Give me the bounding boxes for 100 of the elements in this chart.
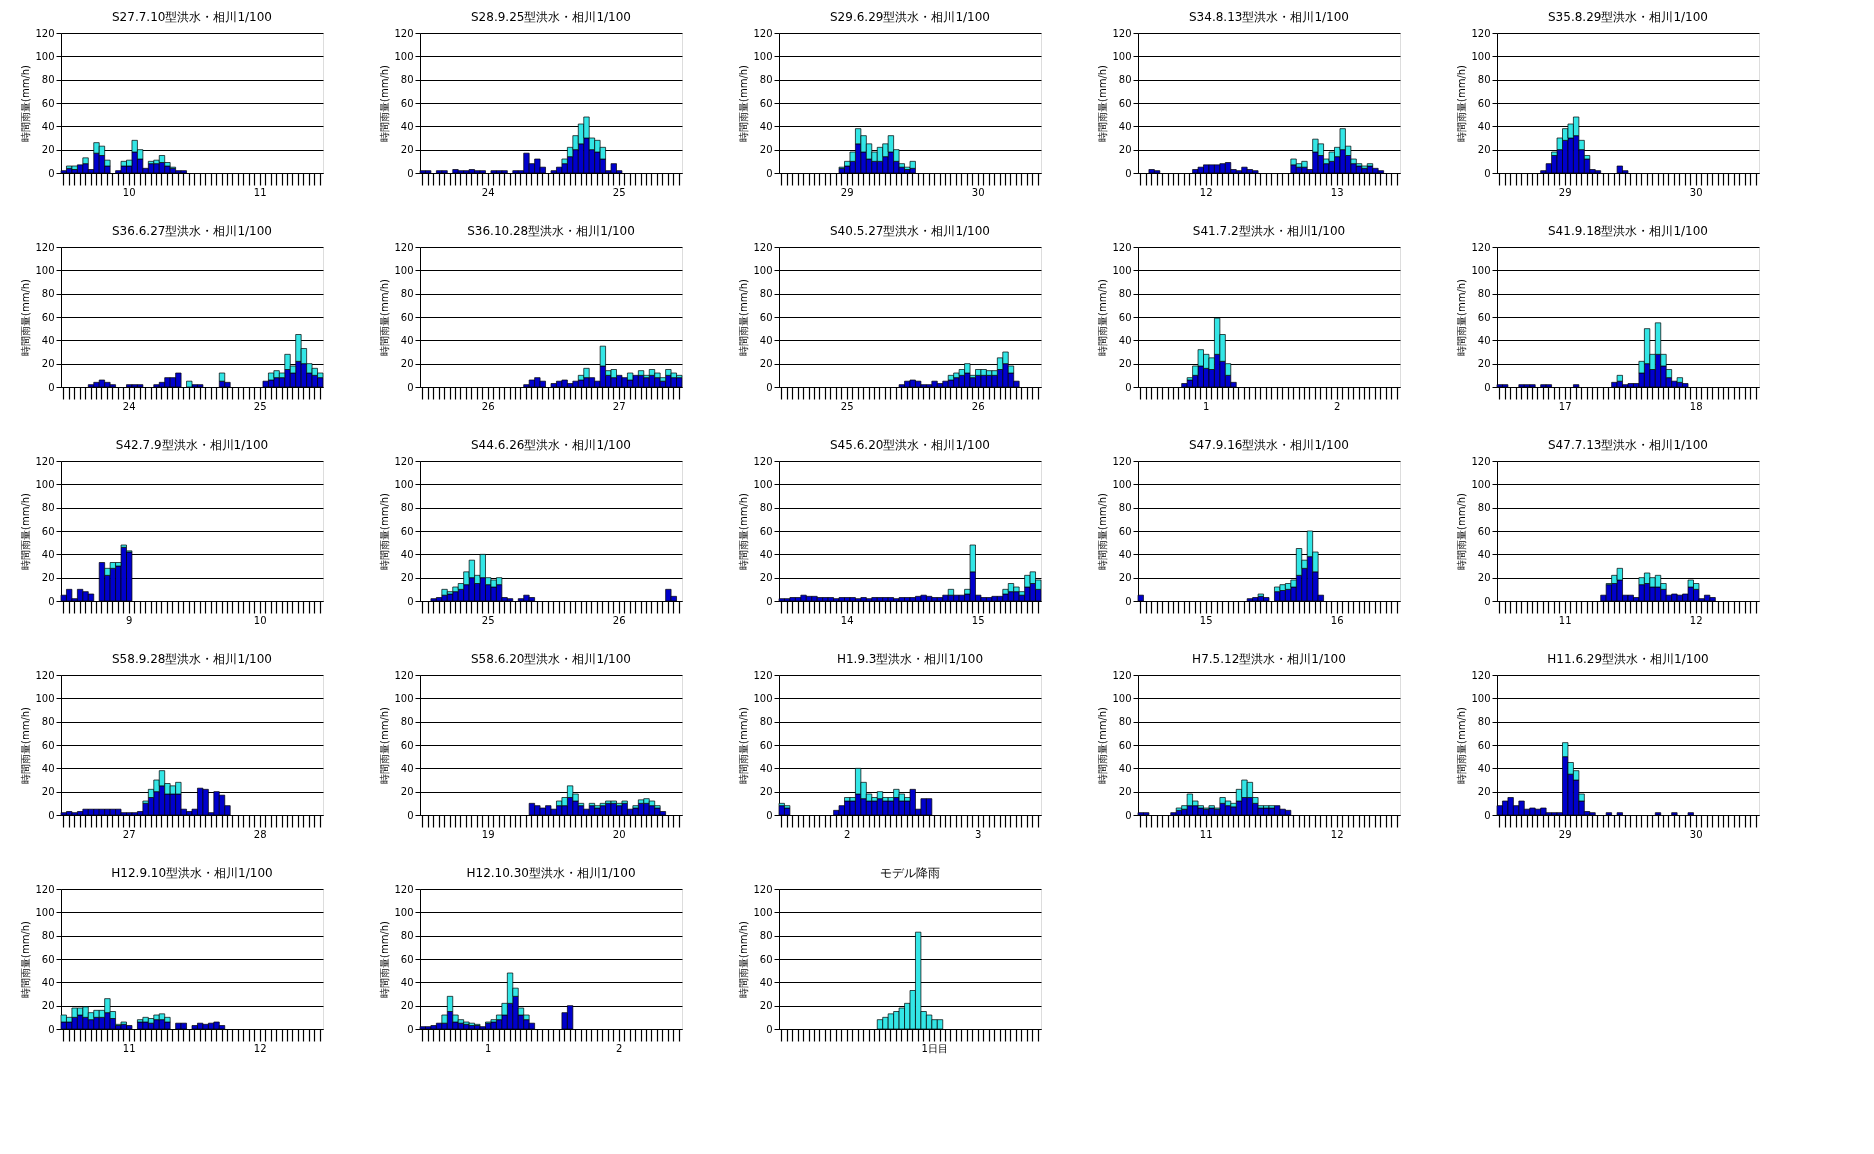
y-tick-label: 60 (1477, 739, 1491, 751)
x-tick-label: 1日目 (921, 1042, 948, 1054)
y-tick-label: 60 (759, 97, 773, 109)
x-tick-label: 12 (253, 1042, 267, 1054)
chart-title: S41.9.18型洪水・相川1/100 (1547, 224, 1709, 238)
y-tick-label: 60 (400, 97, 414, 109)
y-tick-label: 60 (1477, 525, 1491, 537)
chart-title: S29.6.29型洪水・相川1/100 (829, 10, 991, 24)
y-tick-label: 0 (48, 1023, 55, 1035)
y-tick-label: 120 (753, 883, 773, 895)
x-tick-label: 2 (844, 828, 851, 840)
y-tick-label: 80 (759, 716, 773, 728)
chart-title: S35.8.29型洪水・相川1/100 (1547, 10, 1709, 24)
chart-title: S47.9.16型洪水・相川1/100 (1188, 438, 1350, 452)
y-tick-label: 80 (1477, 74, 1491, 86)
x-tick-label: 29 (1558, 828, 1572, 840)
y-tick-label: 40 (41, 976, 55, 988)
y-tick-label: 100 (1112, 264, 1132, 276)
y-tick-label: 0 (766, 381, 773, 393)
y-tick-label: 100 (1471, 264, 1491, 276)
y-tick-label: 80 (400, 288, 414, 300)
y-tick-label: 120 (35, 883, 55, 895)
y-tick-label: 40 (1477, 548, 1491, 560)
x-tick-label: 11 (1199, 828, 1213, 840)
y-axis-title: 時間雨量(mm/h) (20, 278, 32, 356)
y-tick-label: 40 (400, 334, 414, 346)
y-tick-label: 120 (1112, 241, 1132, 253)
y-tick-label: 0 (766, 809, 773, 821)
y-axis-title: 時間雨量(mm/h) (20, 920, 32, 998)
y-axis-title: 時間雨量(mm/h) (379, 278, 391, 356)
y-tick-label: 60 (1118, 739, 1132, 751)
x-tick-label: 26 (481, 400, 495, 412)
y-axis-title: 時間雨量(mm/h) (738, 920, 750, 998)
y-tick-label: 40 (1477, 120, 1491, 132)
y-tick-label: 60 (41, 525, 55, 537)
x-tick-label: 30 (1689, 186, 1703, 198)
y-tick-label: 120 (394, 669, 414, 681)
y-tick-label: 0 (407, 595, 414, 607)
x-tick-label: 12 (1199, 186, 1213, 198)
y-tick-label: 40 (41, 762, 55, 774)
y-tick-label: 20 (1477, 572, 1491, 584)
y-tick-label: 20 (400, 358, 414, 370)
y-tick-label: 100 (1471, 50, 1491, 62)
y-tick-label: 40 (1477, 334, 1491, 346)
y-tick-label: 120 (753, 27, 773, 39)
x-tick-label: 2 (1334, 400, 1341, 412)
y-tick-label: 100 (753, 692, 773, 704)
y-tick-label: 80 (759, 930, 773, 942)
y-tick-label: 40 (41, 334, 55, 346)
x-tick-label: 12 (1689, 614, 1703, 626)
y-tick-label: 120 (35, 27, 55, 39)
y-tick-label: 60 (759, 739, 773, 751)
y-tick-label: 120 (35, 241, 55, 253)
y-tick-label: 20 (400, 144, 414, 156)
chart-title: S44.6.26型洪水・相川1/100 (470, 438, 632, 452)
y-tick-label: 100 (35, 264, 55, 276)
y-tick-label: 40 (1118, 120, 1132, 132)
y-tick-label: 0 (407, 167, 414, 179)
y-tick-label: 100 (753, 50, 773, 62)
y-tick-label: 120 (1471, 27, 1491, 39)
y-tick-label: 40 (41, 120, 55, 132)
y-tick-label: 80 (41, 502, 55, 514)
y-tick-label: 80 (400, 502, 414, 514)
y-axis-title: 時間雨量(mm/h) (379, 64, 391, 142)
x-tick-label: 10 (122, 186, 136, 198)
chart-title: H1.9.3型洪水・相川1/100 (836, 652, 984, 666)
x-tick-label: 17 (1558, 400, 1572, 412)
y-tick-label: 80 (41, 716, 55, 728)
chart-title: モデル降雨 (880, 866, 940, 880)
y-tick-label: 120 (753, 669, 773, 681)
x-tick-label: 27 (122, 828, 136, 840)
y-axis-title: 時間雨量(mm/h) (1456, 706, 1468, 784)
y-tick-label: 60 (1477, 311, 1491, 323)
x-tick-label: 24 (481, 186, 495, 198)
x-tick-label: 16 (1330, 614, 1344, 626)
y-tick-label: 40 (759, 762, 773, 774)
y-tick-label: 60 (41, 953, 55, 965)
x-tick-label: 25 (481, 614, 495, 626)
y-tick-label: 20 (1118, 572, 1132, 584)
x-tick-label: 3 (975, 828, 982, 840)
y-axis-title: 時間雨量(mm/h) (738, 706, 750, 784)
chart-title: S36.10.28型洪水・相川1/100 (467, 224, 635, 238)
y-tick-label: 120 (394, 455, 414, 467)
y-tick-label: 20 (759, 786, 773, 798)
y-tick-label: 80 (41, 288, 55, 300)
y-tick-label: 120 (35, 455, 55, 467)
y-tick-label: 40 (759, 976, 773, 988)
y-tick-label: 120 (1471, 669, 1491, 681)
y-axis-title: 時間雨量(mm/h) (379, 706, 391, 784)
y-tick-label: 100 (35, 478, 55, 490)
chart-title: H7.5.12型洪水・相川1/100 (1192, 652, 1346, 666)
y-tick-label: 60 (41, 97, 55, 109)
x-tick-label: 10 (253, 614, 267, 626)
y-tick-label: 20 (41, 572, 55, 584)
y-tick-label: 80 (1118, 716, 1132, 728)
y-tick-label: 100 (1471, 478, 1491, 490)
y-tick-label: 40 (400, 976, 414, 988)
y-tick-label: 40 (759, 120, 773, 132)
y-tick-label: 100 (394, 264, 414, 276)
y-tick-label: 60 (400, 525, 414, 537)
